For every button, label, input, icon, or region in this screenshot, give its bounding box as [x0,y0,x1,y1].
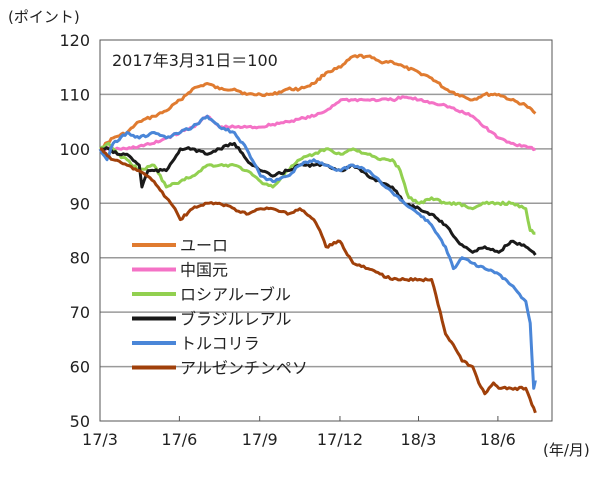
x-tick-label: 17/6 [161,430,197,449]
legend-label: ロシアルーブル [180,285,291,304]
y-tick-label: 60 [70,358,90,377]
series-line-2 [99,141,536,235]
y-tick-label: 50 [70,412,90,431]
series-line-4 [98,114,537,390]
series-line-0 [99,53,537,151]
series-line-3 [99,141,537,256]
x-tick-label: 17/9 [242,430,278,449]
y-tick-label: 90 [70,194,90,213]
y-tick-label: 120 [59,31,90,50]
series-line-5 [99,147,537,414]
y-tick-labels: 50 60 70 80 90 100 110 120 [59,31,90,431]
y-tick-label: 100 [59,140,90,159]
y-tick-label: 110 [59,85,90,104]
x-axis-label: (年/月) [543,441,590,459]
series-lines [98,53,537,414]
gridlines [100,93,552,368]
y-axis-label: (ポイント) [8,8,80,26]
legend-label: 中国元 [180,261,228,280]
x-tick-label: 17/3 [82,430,118,449]
y-tick-label: 70 [70,303,90,322]
series-line-1 [99,95,536,152]
plot-frame [99,39,553,422]
y-tick-label: 80 [70,249,90,268]
legend-label: アルゼンチンペソ [180,359,308,378]
legend-label: トルコリラ [180,334,260,353]
annotation-box: 2017年3月31日＝100 [108,44,322,74]
annotation-text: 2017年3月31日＝100 [112,51,278,70]
x-tick-label: 18/6 [480,430,516,449]
x-tick-label: 17/12 [317,430,363,449]
legend-label: ユーロ [180,236,228,255]
x-tick-labels: 17/3 17/6 17/9 17/12 18/3 18/6 [82,416,516,449]
legend-label: ブラジルレアル [180,310,292,329]
x-tick-label: 18/3 [401,430,437,449]
